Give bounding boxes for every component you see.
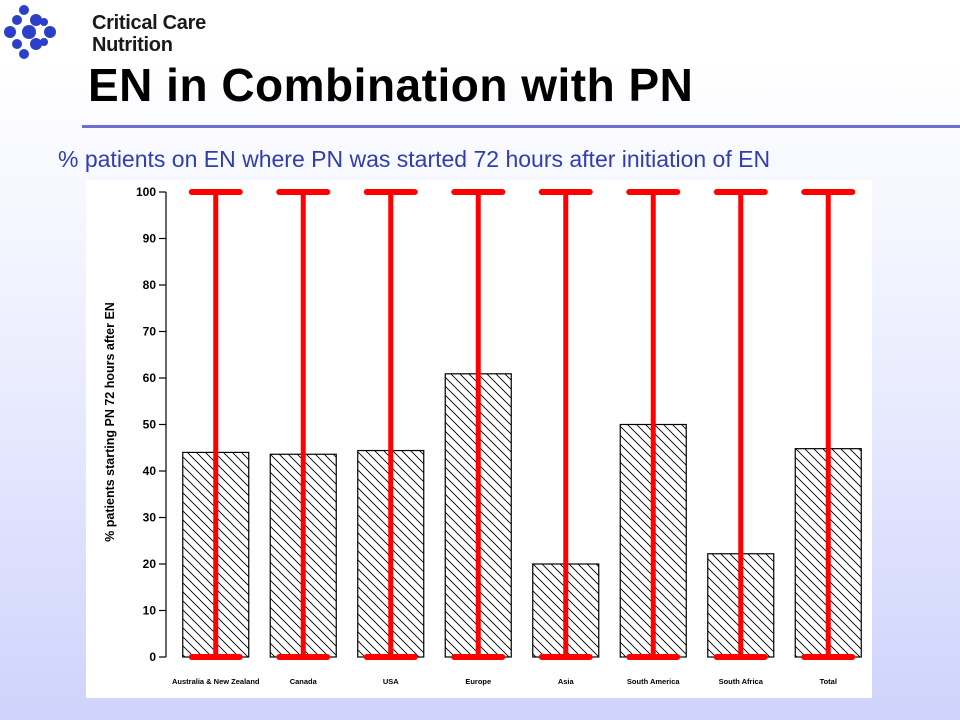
title-divider: [82, 125, 960, 128]
y-tick-label: 90: [143, 232, 157, 246]
x-category-label: USA: [383, 677, 399, 686]
logo-dot: [12, 15, 22, 25]
y-tick-label: 100: [136, 185, 156, 199]
x-category-label: Canada: [290, 677, 318, 686]
logo-dot: [30, 14, 42, 26]
logo-dot: [19, 5, 29, 15]
x-category-label: Total: [820, 677, 837, 686]
logo-dot: [40, 38, 48, 46]
y-tick-label: 30: [143, 511, 157, 525]
x-category-label: Asia: [558, 677, 575, 686]
logo-dot: [30, 38, 42, 50]
logo-dot: [4, 26, 16, 38]
y-axis-title: % patients starting PN 72 hours after EN: [103, 302, 117, 542]
y-tick-label: 10: [143, 604, 157, 618]
slide-title: EN in Combination with PN: [88, 59, 694, 111]
y-tick-label: 70: [143, 325, 157, 339]
logo-line-1: Critical Care: [92, 12, 206, 34]
x-category-label: Europe: [465, 677, 491, 686]
bar-chart: 0 10 20 30 40 50 60 70 80 90 100 Australia & New Z…: [86, 180, 872, 698]
logo-text: Critical Care Nutrition: [92, 12, 206, 56]
x-category-label: South Africa: [719, 677, 764, 686]
logo-line-2: Nutrition: [92, 34, 173, 56]
logo: Critical Care Nutrition: [4, 2, 244, 62]
y-tick-label: 80: [143, 278, 157, 292]
logo-dot: [19, 49, 29, 59]
logo-dot: [44, 26, 56, 38]
slide-subtitle: % patients on EN where PN was started 72…: [58, 146, 771, 172]
logo-dot: [22, 25, 36, 39]
y-tick-label: 50: [143, 418, 157, 432]
logo-dot: [12, 39, 22, 49]
y-tick-label: 60: [143, 371, 157, 385]
y-tick-label: 0: [149, 650, 156, 664]
y-tick-label: 40: [143, 464, 157, 478]
logo-mark-icon: [4, 5, 56, 59]
x-category-label: South America: [627, 677, 680, 686]
logo-dot: [40, 18, 48, 26]
x-category-label: Australia & New Zealand: [172, 677, 260, 686]
chart-canvas: 0 10 20 30 40 50 60 70 80 90 100 Australia & New Z…: [103, 185, 862, 686]
y-tick-label: 20: [143, 557, 157, 571]
